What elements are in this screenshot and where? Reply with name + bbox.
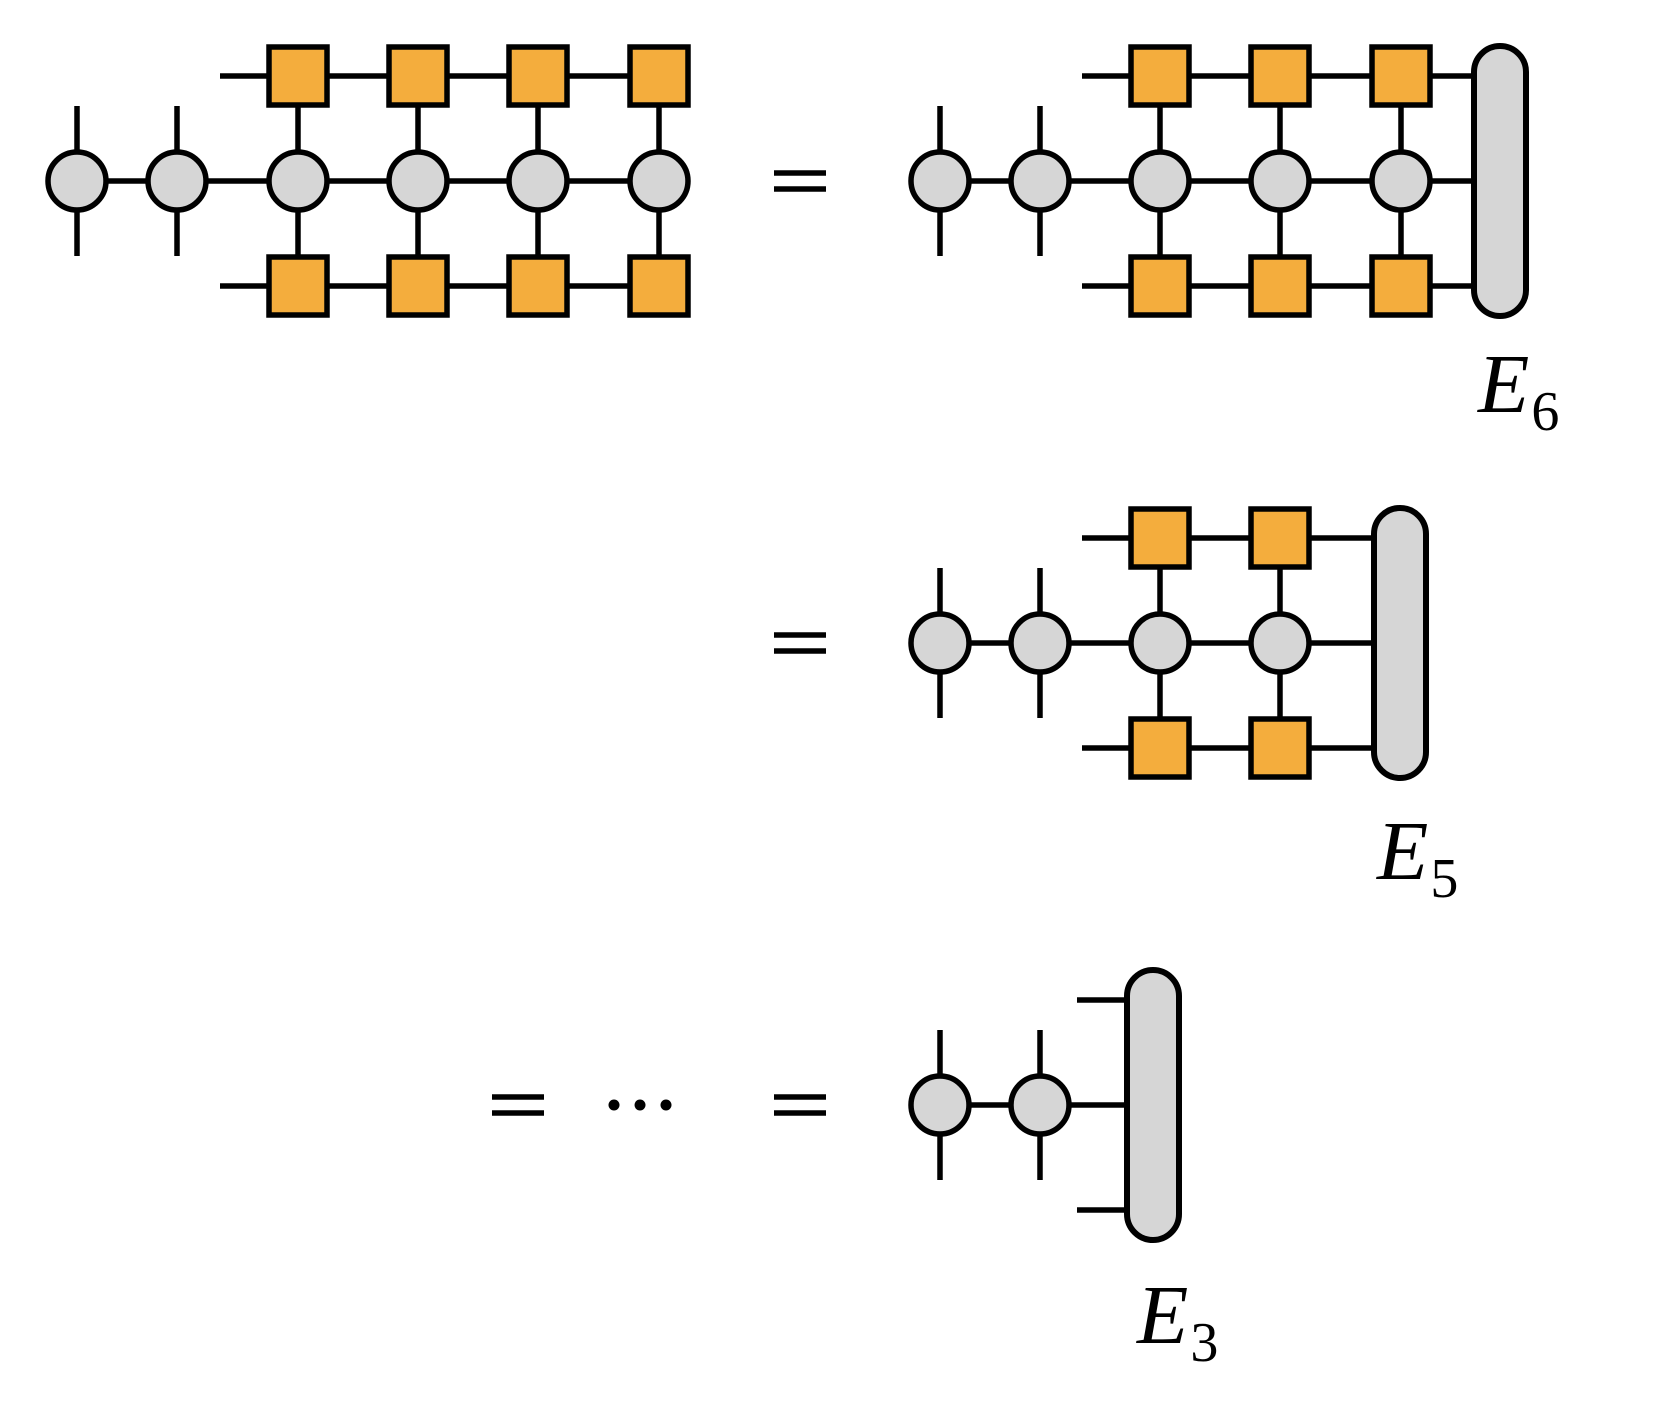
- env-label-e3: E3: [1136, 1269, 1218, 1374]
- row-1-operator-bottom-2: [506, 254, 570, 318]
- row-1-sandwiched-site-2: [506, 149, 570, 213]
- equals-sign-1: [774, 170, 826, 192]
- equals-sign-3: [492, 1094, 544, 1116]
- row-1-sandwiched-site-1: [386, 149, 450, 213]
- row-1-operator-top-1: [386, 44, 450, 108]
- row-2-operator-bottom-1: [1248, 716, 1312, 780]
- row-1-rhs-site-0: [908, 149, 972, 213]
- row-1-rhs-operator-top-0: [1128, 44, 1192, 108]
- equals-sign-2: [774, 632, 826, 654]
- row-1-rhs-sandwiched-site-1: [1248, 149, 1312, 213]
- ellipsis-dot-2: [634, 1099, 646, 1111]
- row-1-rhs-operator-bottom-0: [1128, 254, 1192, 318]
- row-1-rhs-operator-top-2: [1369, 44, 1433, 108]
- row-1-rhs-environment: [1471, 43, 1529, 319]
- row-1-rhs-operator-bottom-2: [1369, 254, 1433, 318]
- row-1-rhs-operator-top-1: [1248, 44, 1312, 108]
- row-2-site-0: [908, 611, 972, 675]
- row-2-operator-top-0: [1128, 506, 1192, 570]
- row-1-operator-top-2: [506, 44, 570, 108]
- row-1-operator-top-3: [627, 44, 691, 108]
- row-1-sandwiched-site-3: [627, 149, 691, 213]
- row-2-sandwiched-site-1: [1248, 611, 1312, 675]
- ellipsis-dot-3: [660, 1099, 672, 1111]
- row-1-operator-bottom-1: [386, 254, 450, 318]
- row-1-rhs-sandwiched-site-2: [1369, 149, 1433, 213]
- row-1-site-0: [45, 149, 109, 213]
- ellipsis-dot-1: [608, 1099, 620, 1111]
- equals-sign-4: [774, 1094, 826, 1116]
- row-2-sandwiched-site-0: [1128, 611, 1192, 675]
- row-2-operator-top-1: [1248, 506, 1312, 570]
- row-2-operator-bottom-0: [1128, 716, 1192, 780]
- row-1-rhs-site-1: [1008, 149, 1072, 213]
- row-3-site-1: [1008, 1073, 1072, 1137]
- row-1-rhs-sandwiched-site-0: [1128, 149, 1192, 213]
- row-1-rhs-operator-bottom-1: [1248, 254, 1312, 318]
- env-label-e5: E5: [1376, 805, 1458, 910]
- row-1-site-1: [145, 149, 209, 213]
- row-1-operator-bottom-3: [627, 254, 691, 318]
- row-1-operator-bottom-0: [266, 254, 330, 318]
- row-3-environment: [1124, 967, 1182, 1243]
- row-2-site-1: [1008, 611, 1072, 675]
- row-1-operator-top-0: [266, 44, 330, 108]
- row-2-environment: [1371, 505, 1429, 781]
- row-3-site-0: [908, 1073, 972, 1137]
- row-1-sandwiched-site-0: [266, 149, 330, 213]
- env-label-e6: E6: [1477, 338, 1559, 443]
